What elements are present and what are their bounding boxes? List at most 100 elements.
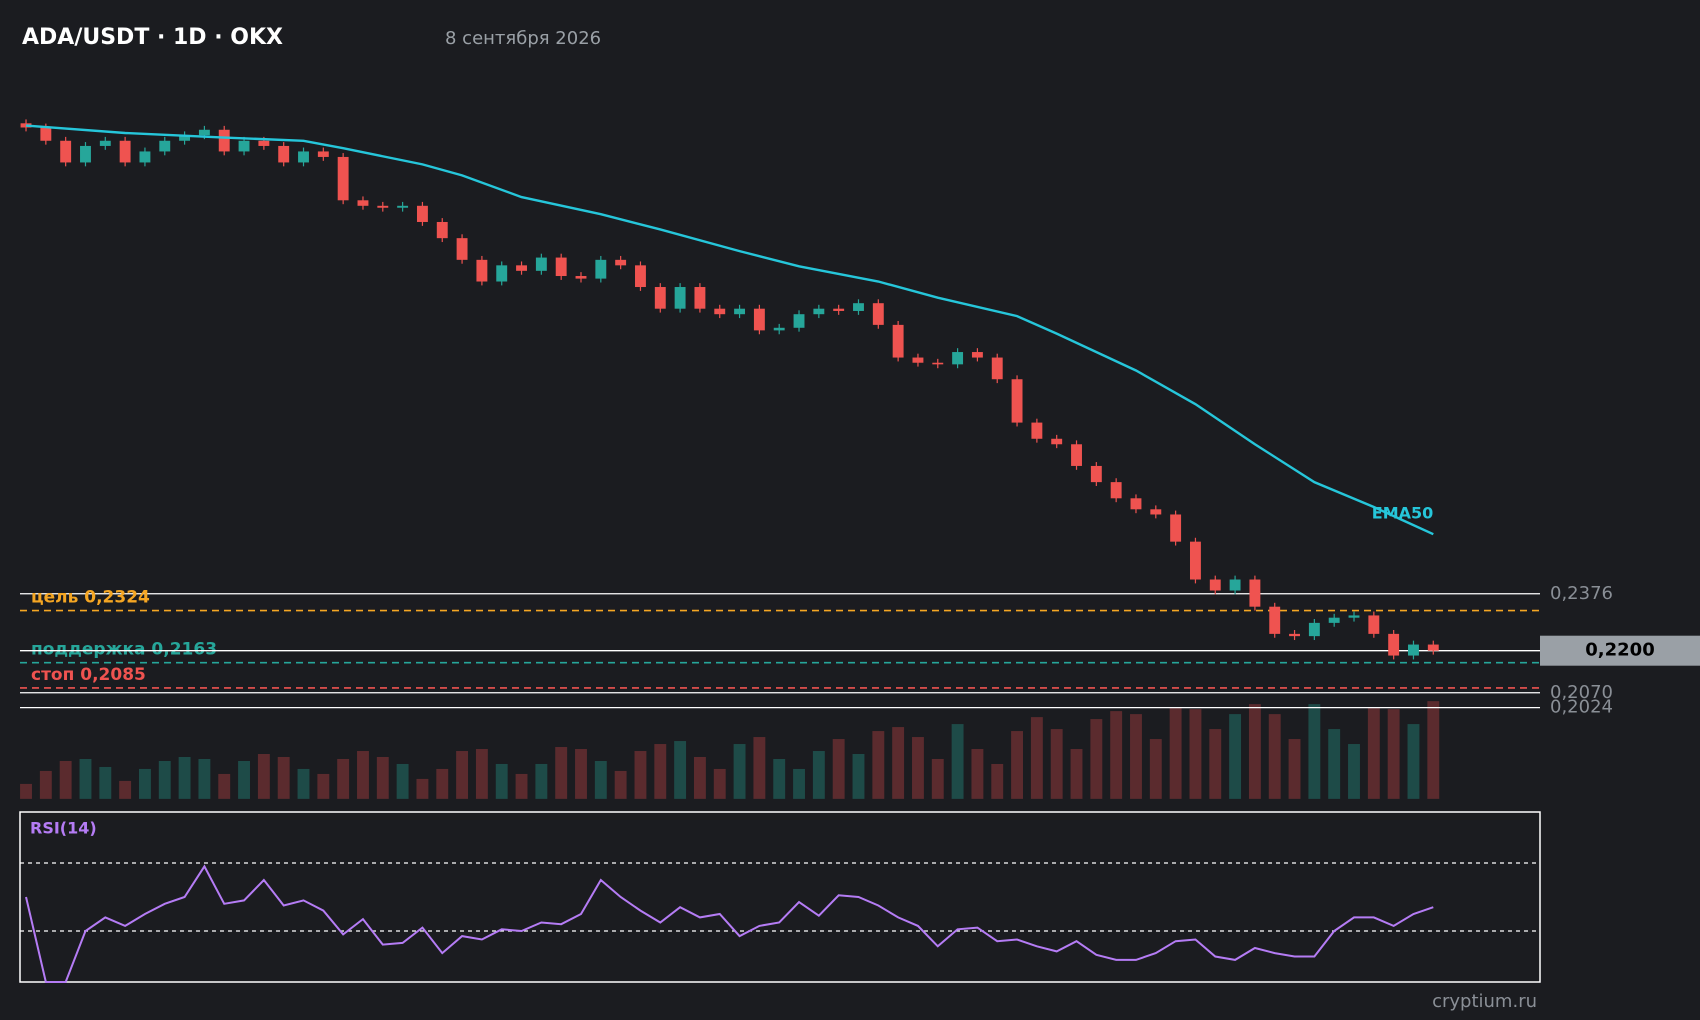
level-label: поддержка 0,2163 <box>31 640 217 660</box>
volume-bar <box>594 760 607 799</box>
candle-body <box>377 205 389 208</box>
volume-bar <box>931 758 944 799</box>
volume-bar <box>634 751 647 799</box>
rsi-line <box>25 864 1434 983</box>
candle-body <box>179 135 191 141</box>
candle-body <box>991 357 1003 380</box>
volume-bar <box>1070 749 1083 799</box>
volume-bar <box>277 756 290 799</box>
volume-bar <box>257 753 270 799</box>
candle-body <box>20 123 32 128</box>
candle-body <box>337 156 349 201</box>
candle-body <box>793 314 805 328</box>
candle-body <box>40 127 52 141</box>
price-line-label: 0,2376 <box>1550 583 1613 604</box>
candle-body <box>99 140 111 146</box>
candle-body <box>892 324 904 358</box>
volume-bar <box>297 768 310 799</box>
volume-bar <box>515 773 528 799</box>
candle-body <box>198 129 210 136</box>
current-price-label: 0,2200 <box>1585 640 1654 661</box>
candle-body <box>218 129 230 152</box>
candle-body <box>1170 514 1182 542</box>
candle-body <box>1308 622 1320 637</box>
candle-body <box>555 257 567 277</box>
candle-body <box>1408 644 1419 656</box>
volume-bar <box>1229 714 1242 799</box>
candle-body <box>1328 617 1340 623</box>
volume-bar <box>614 770 627 799</box>
candle-body <box>912 357 924 363</box>
volume-bar <box>733 744 746 799</box>
volume-bar <box>971 749 984 799</box>
volume-bar <box>1268 714 1281 799</box>
candle-body <box>357 200 369 206</box>
footer: cryptium.ru <box>1432 991 1537 1012</box>
volume-bar <box>1288 739 1301 799</box>
candle-body <box>1249 579 1261 607</box>
candle-body <box>932 362 944 365</box>
price-line-label: 0,2024 <box>1550 697 1613 718</box>
volume-bar <box>1248 704 1261 799</box>
volume-bar <box>238 760 250 799</box>
chart-title: ADA/USDT · 1D · OKX <box>22 25 283 50</box>
candle-body <box>813 308 825 315</box>
candle-body <box>456 238 468 260</box>
candle-body <box>1130 498 1142 510</box>
volume-bar <box>1209 729 1222 799</box>
volume-bar <box>654 744 667 799</box>
volume-bar <box>99 766 112 799</box>
volume-bar <box>475 749 488 799</box>
volume-bar <box>852 753 865 799</box>
volume-bar <box>991 763 1004 799</box>
volume-bar <box>951 724 964 799</box>
candle-body <box>159 140 171 152</box>
candle-body <box>80 145 91 163</box>
volume-bar <box>59 760 72 799</box>
candle-body <box>833 308 845 311</box>
volume-bar <box>20 783 32 799</box>
candle-body <box>952 352 964 365</box>
volume-bar <box>79 758 92 799</box>
candle-body <box>139 151 151 163</box>
volume-bar <box>1090 719 1103 799</box>
volume-bar <box>1050 729 1063 799</box>
volume-bar <box>1110 711 1123 799</box>
volume-bar <box>1189 709 1202 799</box>
candle-body <box>853 303 864 311</box>
volume-bar <box>872 731 885 799</box>
volume-bar <box>812 751 825 799</box>
candle-body <box>1011 379 1023 423</box>
volume-bar <box>357 751 369 799</box>
ema-line <box>25 124 1434 536</box>
candle-body <box>1031 422 1043 439</box>
volume-bar <box>1030 717 1043 799</box>
volume-bar <box>1169 707 1182 799</box>
candle-body <box>436 221 448 239</box>
candle-body <box>298 151 309 163</box>
volume-bar <box>713 768 726 799</box>
candle-body <box>496 265 508 282</box>
candle-body <box>575 276 587 279</box>
volume-bar <box>832 739 845 799</box>
candle-body <box>1150 509 1162 515</box>
candle-body <box>872 303 884 325</box>
candle-body <box>119 140 131 163</box>
candle-body <box>1368 615 1380 634</box>
volume-bar <box>198 758 211 799</box>
volume-bar <box>1308 704 1321 799</box>
volume-bar <box>1367 707 1380 799</box>
volume-bar <box>773 758 786 799</box>
candle-body <box>1209 579 1221 591</box>
candle-body <box>694 287 706 309</box>
volume-bar <box>119 780 132 799</box>
volume-bar <box>1011 731 1024 799</box>
volume-bar <box>416 778 429 799</box>
volume-bar <box>158 760 171 799</box>
candle-body <box>1071 444 1082 466</box>
volume-bar <box>693 756 706 799</box>
candle-body <box>60 140 72 163</box>
volume-bar <box>39 770 52 799</box>
